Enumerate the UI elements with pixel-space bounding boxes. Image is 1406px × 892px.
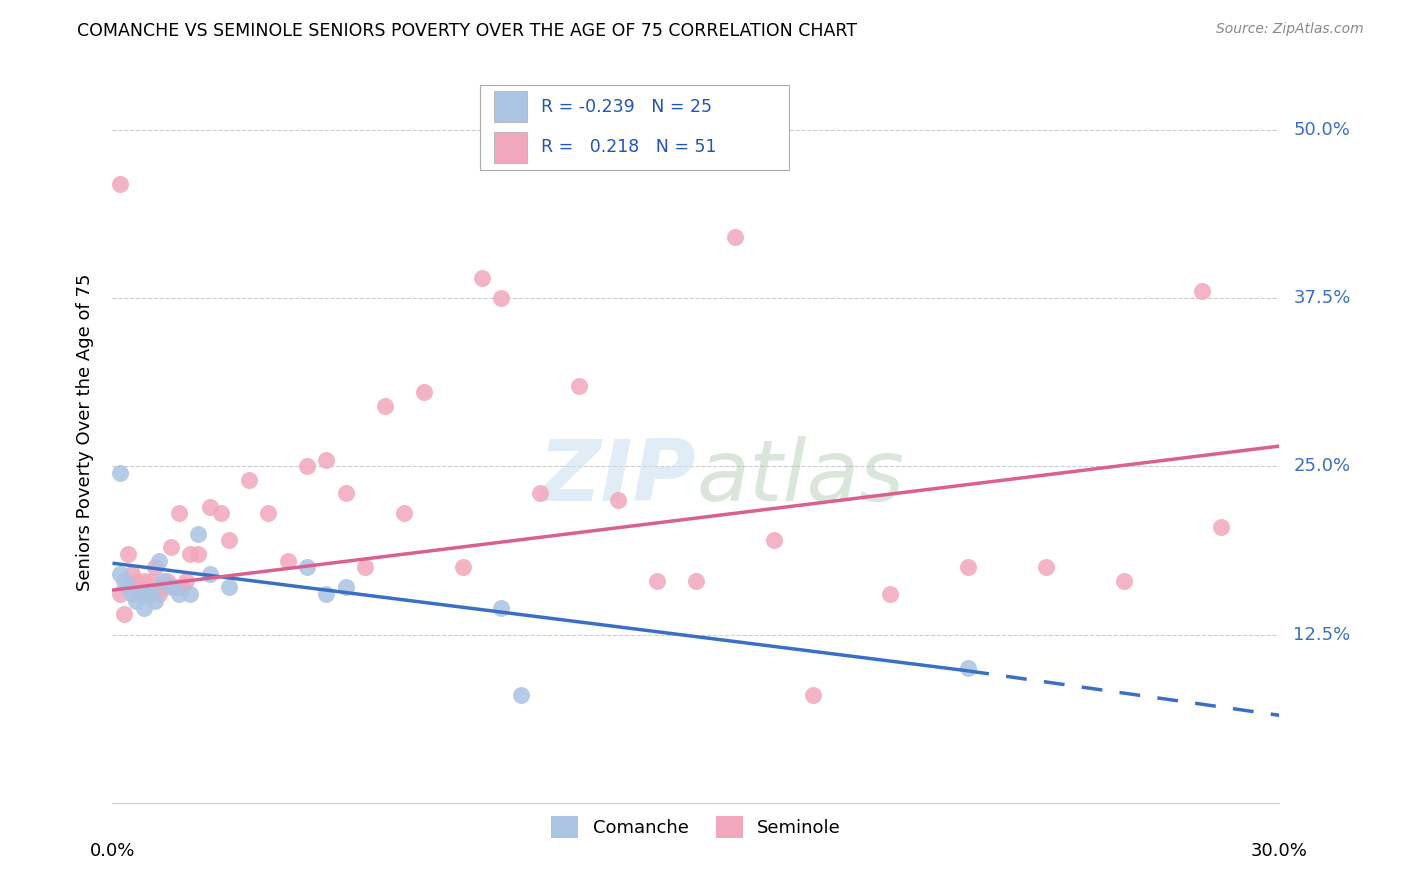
Point: [509, 688, 531, 702]
Point: [176, 574, 198, 588]
Point: [315, 587, 337, 601]
Point: [152, 581, 174, 595]
Point: [724, 230, 747, 244]
Point: [257, 507, 280, 521]
Y-axis label: Seniors Poverty Over the Age of 75: Seniors Poverty Over the Age of 75: [76, 274, 94, 591]
Point: [152, 574, 174, 588]
Point: [156, 574, 179, 588]
Point: [136, 587, 159, 601]
Point: [1191, 285, 1213, 299]
Point: [295, 560, 318, 574]
Text: 12.5%: 12.5%: [1294, 625, 1351, 643]
Point: [276, 553, 298, 567]
Point: [685, 574, 707, 588]
Point: [529, 486, 551, 500]
Text: ZIP: ZIP: [538, 435, 696, 518]
Point: [110, 466, 132, 480]
Point: [315, 452, 337, 467]
Text: 0.0%: 0.0%: [90, 842, 135, 860]
Point: [148, 587, 170, 601]
Point: [491, 291, 513, 305]
Point: [218, 581, 240, 595]
Text: 37.5%: 37.5%: [1294, 289, 1351, 307]
Point: [568, 378, 591, 392]
Point: [879, 587, 901, 601]
Point: [209, 507, 232, 521]
Bar: [494, 132, 527, 163]
Point: [451, 560, 474, 574]
Point: [801, 688, 824, 702]
Point: [187, 526, 209, 541]
Point: [335, 486, 357, 500]
Point: [143, 594, 166, 608]
Point: [110, 177, 132, 191]
Point: [172, 581, 194, 595]
Text: COMANCHE VS SEMINOLE SENIORS POVERTY OVER THE AGE OF 75 CORRELATION CHART: COMANCHE VS SEMINOLE SENIORS POVERTY OVE…: [77, 22, 858, 40]
Bar: [494, 91, 527, 122]
Point: [957, 560, 980, 574]
Point: [179, 587, 201, 601]
Point: [125, 594, 148, 608]
Point: [198, 566, 221, 581]
Point: [238, 473, 260, 487]
FancyBboxPatch shape: [479, 85, 789, 169]
Point: [187, 547, 209, 561]
Point: [121, 587, 143, 601]
Point: [141, 587, 163, 601]
Point: [1112, 574, 1135, 588]
Point: [491, 600, 513, 615]
Point: [121, 566, 143, 581]
Text: 30.0%: 30.0%: [1251, 842, 1308, 860]
Point: [112, 607, 135, 622]
Text: Source: ZipAtlas.com: Source: ZipAtlas.com: [1216, 22, 1364, 37]
Point: [394, 507, 416, 521]
Point: [117, 547, 139, 561]
Point: [198, 500, 221, 514]
Point: [957, 661, 980, 675]
Point: [128, 581, 150, 595]
Point: [110, 566, 132, 581]
Point: [128, 587, 150, 601]
Point: [141, 574, 163, 588]
Point: [645, 574, 668, 588]
Text: 50.0%: 50.0%: [1294, 120, 1350, 139]
Point: [218, 533, 240, 548]
Point: [1209, 520, 1232, 534]
Text: atlas: atlas: [696, 435, 904, 518]
Point: [112, 574, 135, 588]
Point: [160, 581, 183, 595]
Point: [335, 581, 357, 595]
Text: R =   0.218   N = 51: R = 0.218 N = 51: [541, 138, 716, 156]
Point: [117, 581, 139, 595]
Point: [125, 574, 148, 588]
Point: [148, 553, 170, 567]
Text: 25.0%: 25.0%: [1294, 458, 1351, 475]
Point: [136, 587, 159, 601]
Text: R = -0.239   N = 25: R = -0.239 N = 25: [541, 97, 711, 116]
Point: [471, 270, 494, 285]
Point: [132, 574, 155, 588]
Point: [160, 540, 183, 554]
Point: [762, 533, 785, 548]
Point: [179, 547, 201, 561]
Point: [110, 587, 132, 601]
Point: [163, 581, 186, 595]
Point: [412, 385, 434, 400]
Point: [354, 560, 377, 574]
Point: [374, 399, 396, 413]
Point: [132, 600, 155, 615]
Point: [167, 587, 190, 601]
Point: [607, 492, 630, 507]
Legend: Comanche, Seminole: Comanche, Seminole: [544, 809, 848, 846]
Point: [1035, 560, 1057, 574]
Point: [295, 459, 318, 474]
Point: [143, 560, 166, 574]
Point: [167, 507, 190, 521]
